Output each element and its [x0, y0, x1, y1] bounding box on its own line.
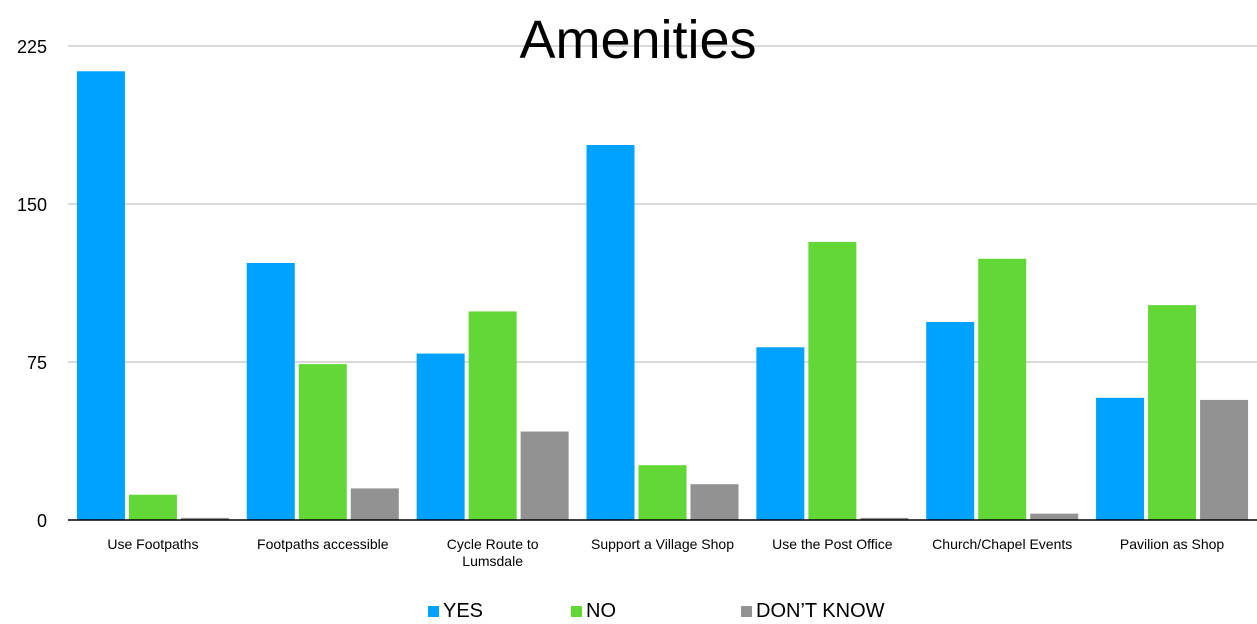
y-tick-label: 0 [37, 511, 47, 531]
bar [860, 517, 909, 520]
legend-swatch [571, 606, 582, 617]
bar [1030, 513, 1079, 520]
bar [756, 347, 805, 520]
gridlines [68, 45, 1257, 363]
bar [1096, 397, 1145, 520]
x-tick-label: Use Footpaths [107, 536, 198, 552]
legend-label: NO [586, 600, 616, 622]
legend-label: DON’T KNOW [756, 600, 885, 622]
bar [246, 262, 295, 520]
x-tick-labels: Use Footpaths Footpaths accessible Cycle R… [107, 536, 1224, 569]
bar [1200, 399, 1249, 520]
bar [926, 321, 975, 520]
y-tick-label: 225 [17, 37, 47, 57]
bar [180, 517, 229, 520]
bar [416, 353, 465, 520]
x-tick-label: Support a Village Shop [591, 536, 734, 552]
x-tick-label: Footpaths accessible [257, 536, 389, 552]
legend-swatch [741, 606, 752, 617]
legend-label: YES [443, 600, 483, 622]
bars [76, 71, 1249, 521]
legend-swatch [428, 606, 439, 617]
y-tick-label: 75 [27, 353, 47, 373]
x-tick-label: Use the Post Office [772, 536, 893, 552]
x-tick-label: Church/Chapel Events [932, 536, 1072, 552]
bar [638, 465, 687, 520]
bar [586, 145, 635, 520]
bar [298, 364, 347, 520]
chart-title: Amenities [519, 10, 756, 70]
x-tick-label: Pavilion as Shop [1120, 536, 1225, 552]
y-tick-label: 150 [17, 195, 47, 215]
bar [468, 311, 517, 520]
y-tick-labels: 0 75 150 225 [17, 37, 47, 531]
bar [690, 484, 739, 520]
bar [76, 71, 125, 520]
bar [350, 488, 399, 520]
bar [1148, 305, 1197, 520]
bar [808, 241, 857, 521]
bar [978, 258, 1027, 520]
x-tick-label: Cycle Route to Lumsdale [447, 536, 539, 569]
legend: YES NO DON’T KNOW [428, 600, 885, 622]
bar [128, 494, 177, 520]
bar [520, 431, 569, 520]
